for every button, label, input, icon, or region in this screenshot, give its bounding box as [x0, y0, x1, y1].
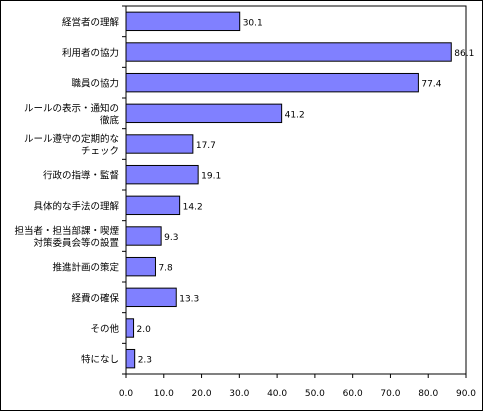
- category-label-8-line-2: 対策委員会等の設置: [33, 237, 119, 249]
- category-label-5-line-2: チェック: [81, 146, 119, 157]
- value-label-4: 41.2: [285, 110, 305, 120]
- x-tick-label-9: 80.0: [418, 389, 438, 399]
- bar-4: [125, 103, 283, 124]
- value-label-9: 7.8: [158, 264, 173, 274]
- x-tick-label-2: 10.0: [154, 389, 174, 399]
- category-label-8-line-1: 担当者・担当部課・喫煙: [14, 225, 119, 237]
- value-label-11: 2.0: [137, 325, 152, 335]
- category-label-11: その他: [90, 323, 119, 335]
- value-label-12: 2.3: [138, 356, 152, 366]
- category-label-3: 職員の協力: [71, 78, 119, 90]
- x-tick-label-6: 50.0: [305, 389, 325, 399]
- bar-9: [125, 256, 156, 277]
- x-tick-label-5: 40.0: [267, 389, 287, 399]
- category-label-4-line-2: 徹底: [100, 114, 120, 126]
- value-label-7: 14.2: [183, 202, 203, 212]
- category-label-1: 経営者の理解: [62, 16, 120, 28]
- value-label-1: 30.1: [243, 18, 263, 28]
- category-label-12: 特になし: [81, 354, 119, 366]
- category-label-2: 利用者の協力: [62, 47, 119, 59]
- bar-5: [125, 134, 194, 154]
- category-label-6: 行政の指導・監督: [43, 170, 119, 182]
- bar-8: [125, 226, 162, 246]
- category-label-7: 具体的な手法の理解: [33, 200, 119, 212]
- x-tick-label-4: 30.0: [229, 389, 249, 399]
- bar-3: [125, 72, 419, 93]
- category-label-5-line-1: ルール遵守の定期的な: [24, 133, 119, 145]
- bar-6: [125, 164, 199, 185]
- bar-12: [125, 348, 136, 369]
- x-tick-label-7: 60.0: [343, 389, 363, 399]
- value-label-5: 17.7: [196, 141, 216, 151]
- value-label-6: 19.1: [201, 172, 221, 182]
- value-label-10: 13.3: [179, 294, 199, 304]
- bar-1: [125, 11, 241, 32]
- bar-7: [125, 195, 181, 216]
- value-label-8: 9.3: [164, 233, 178, 243]
- category-label-9: 推進計画の策定: [52, 262, 119, 274]
- x-tick-label-8: 70.0: [380, 389, 400, 399]
- category-label-10: 経費の確保: [71, 292, 119, 304]
- value-label-3: 77.4: [421, 80, 441, 90]
- x-tick-label-3: 20.0: [192, 389, 212, 399]
- bar-11: [125, 318, 135, 338]
- category-label-4-line-1: ルールの表示・通知の: [24, 102, 119, 114]
- value-label-2: 86.1: [454, 49, 474, 59]
- bar-2: [125, 42, 452, 62]
- x-tick-label-1: 0.0: [119, 389, 134, 399]
- bar-10: [125, 287, 177, 308]
- x-tick-label-10: 90.0: [456, 389, 476, 399]
